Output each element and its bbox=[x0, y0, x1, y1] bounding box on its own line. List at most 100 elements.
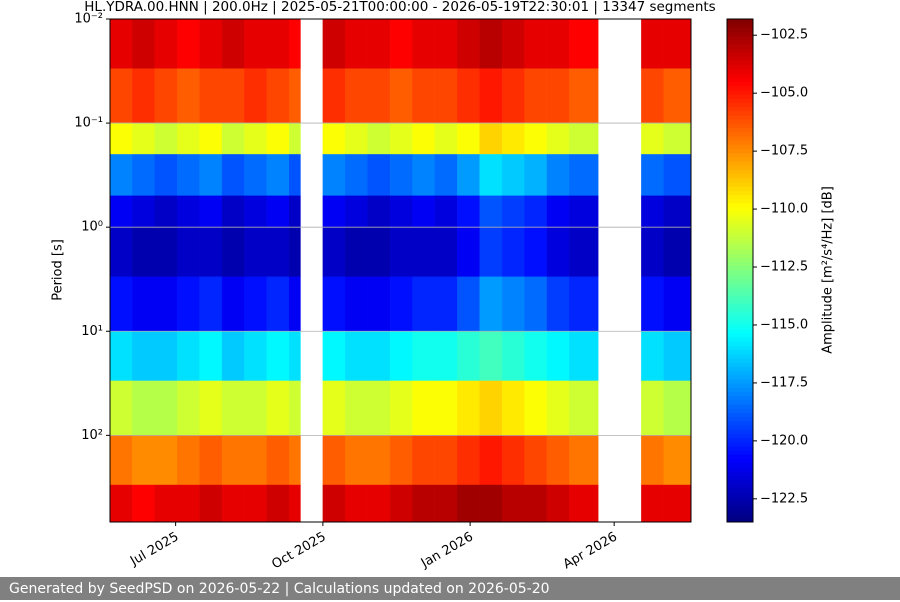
heatmap-cell bbox=[221, 122, 245, 155]
heatmap-cell bbox=[266, 331, 290, 382]
colorbar-segment bbox=[727, 425, 753, 431]
heatmap-cell bbox=[479, 18, 503, 69]
heatmap-cell bbox=[345, 435, 368, 486]
colorbar-segment bbox=[727, 299, 753, 305]
heatmap-cell bbox=[457, 122, 480, 155]
colorbar-segment bbox=[727, 207, 753, 213]
heatmap-cell bbox=[177, 154, 200, 197]
heatmap-cell bbox=[479, 226, 503, 278]
heatmap-cell bbox=[154, 154, 178, 197]
heatmap-cell bbox=[479, 331, 503, 382]
heatmap-cell bbox=[434, 68, 458, 124]
colorbar-segment bbox=[727, 169, 753, 175]
heatmap-cell bbox=[367, 68, 391, 124]
heatmap-cell bbox=[663, 380, 692, 436]
heatmap-cell bbox=[244, 68, 268, 124]
colorbar-segment bbox=[727, 278, 753, 284]
colorbar-segment bbox=[727, 65, 753, 70]
heatmap-cell bbox=[641, 226, 664, 278]
heatmap-cell bbox=[412, 226, 436, 278]
footer: Generated by SeedPSD on 2026-05-22 | Cal… bbox=[0, 577, 900, 600]
heatmap-cell bbox=[389, 68, 413, 124]
heatmap-cell bbox=[663, 18, 692, 69]
heatmap-cell bbox=[289, 154, 301, 197]
heatmap-cell bbox=[154, 122, 178, 155]
heatmap-cell bbox=[569, 380, 599, 436]
heatmap-cell bbox=[389, 122, 413, 155]
colorbar-segment bbox=[727, 488, 753, 494]
heatmap-cell bbox=[177, 226, 200, 278]
heatmap-cell bbox=[289, 380, 301, 436]
heatmap-cell bbox=[177, 195, 200, 228]
heatmap-cell bbox=[479, 380, 503, 436]
colorbar-segment bbox=[727, 60, 753, 66]
heatmap-cell bbox=[266, 380, 290, 436]
colorbar-segment bbox=[727, 421, 753, 427]
heatmap-cell bbox=[663, 276, 692, 332]
colorbar-segment bbox=[727, 433, 753, 439]
colorbar-segment bbox=[727, 341, 753, 347]
heatmap-cell bbox=[199, 484, 223, 523]
heatmap-cell bbox=[199, 195, 223, 228]
colorbar-segment bbox=[727, 119, 753, 125]
colorbar-segment bbox=[727, 220, 753, 225]
heatmap-cell bbox=[546, 18, 570, 69]
colorbar-segment bbox=[727, 186, 753, 192]
heatmap-cell bbox=[132, 68, 156, 124]
x-tick-label: Jan 2026 bbox=[418, 530, 476, 572]
heatmap-cell bbox=[244, 18, 268, 69]
heatmap-cell bbox=[221, 484, 245, 523]
heatmap-cell bbox=[154, 276, 178, 332]
colorbar-segment bbox=[727, 471, 753, 477]
heatmap-cell bbox=[266, 18, 290, 69]
heatmap-cell bbox=[412, 331, 436, 382]
heatmap-cell bbox=[322, 154, 346, 197]
heatmap-cell bbox=[367, 154, 391, 197]
heatmap-cell bbox=[177, 18, 200, 69]
heatmap-cell bbox=[109, 276, 133, 332]
heatmap-cell bbox=[434, 435, 458, 486]
heatmap-cell bbox=[154, 380, 178, 436]
colorbar-segment bbox=[727, 266, 753, 271]
heatmap-cell bbox=[322, 68, 346, 124]
heatmap-cell bbox=[199, 226, 223, 278]
colorbar-segment bbox=[727, 236, 753, 242]
heatmap-cell bbox=[132, 226, 156, 278]
colorbar-tick-label: −105.0 bbox=[760, 86, 808, 101]
colorbar-segment bbox=[727, 257, 753, 263]
colorbar-segment bbox=[727, 253, 753, 259]
colorbar-segment bbox=[727, 513, 753, 519]
heatmap-cell bbox=[434, 276, 458, 332]
heatmap-cell bbox=[322, 226, 346, 278]
heatmap-cell bbox=[457, 331, 480, 382]
colorbar-segment bbox=[727, 308, 753, 313]
heatmap-cell bbox=[479, 484, 503, 523]
heatmap-cell bbox=[546, 380, 570, 436]
heatmap-cell bbox=[546, 435, 570, 486]
heatmap-cell bbox=[266, 154, 290, 197]
heatmap-cell bbox=[199, 68, 223, 124]
heatmap-cell bbox=[322, 331, 346, 382]
heatmap-cell bbox=[132, 484, 156, 523]
colorbar-segment bbox=[727, 320, 753, 326]
colorbar-segment bbox=[727, 69, 753, 74]
heatmap-cell bbox=[289, 435, 301, 486]
heatmap-cell bbox=[412, 154, 436, 197]
heatmap-cell bbox=[569, 276, 599, 332]
x-tick-label: Oct 2025 bbox=[269, 530, 328, 573]
heatmap-cell bbox=[663, 484, 692, 523]
colorbar-segment bbox=[727, 174, 753, 179]
heatmap-cell bbox=[501, 331, 525, 382]
heatmap-cell bbox=[501, 484, 525, 523]
colorbar-segment bbox=[727, 241, 753, 246]
colorbar-segment bbox=[727, 157, 753, 163]
heatmap-cell bbox=[434, 331, 458, 382]
heatmap-cell bbox=[412, 195, 436, 228]
heatmap-cell bbox=[501, 122, 525, 155]
heatmap-cell bbox=[221, 331, 245, 382]
colorbar-segment bbox=[727, 467, 753, 473]
colorbar-segment bbox=[727, 295, 753, 301]
colorbar-segment bbox=[727, 148, 753, 154]
heatmap-cell bbox=[244, 154, 268, 197]
colorbar-frame bbox=[726, 18, 754, 523]
